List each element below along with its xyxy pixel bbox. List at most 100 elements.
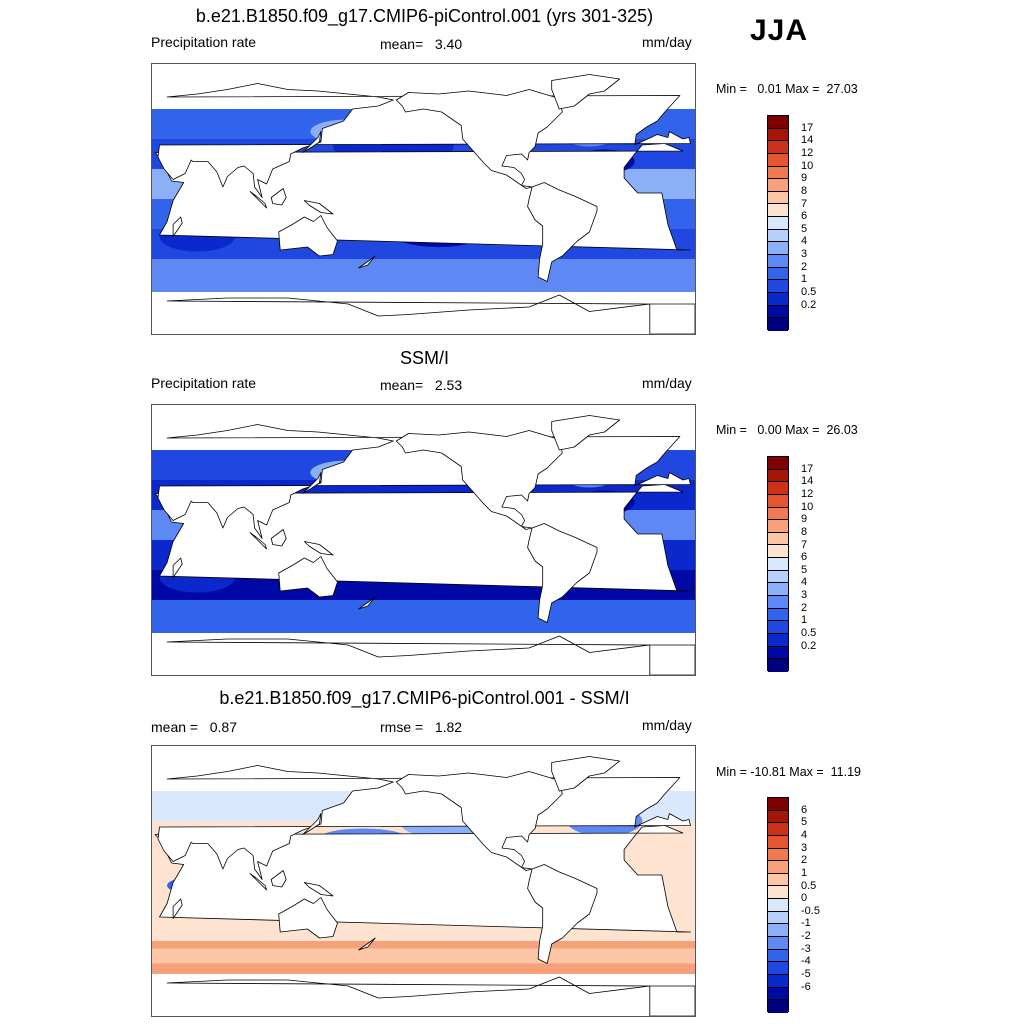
panel2-colorbar	[767, 456, 789, 672]
colorbar-tick-label: 6	[801, 551, 808, 564]
panel2-map	[151, 404, 696, 676]
colorbar-tick-label: 7	[801, 197, 808, 210]
colorbar-tick-label: 9	[801, 172, 808, 185]
continent-outline	[270, 870, 287, 888]
continent-outline	[551, 415, 620, 451]
colorbar-tick-label: 3	[801, 841, 808, 854]
colorbar-swatch	[768, 191, 788, 205]
colorbar-tick-label: -3	[801, 942, 811, 955]
colorbar-tick-label: -4	[801, 955, 811, 968]
field-feature	[152, 263, 695, 279]
colorbar-tick-label: 1	[801, 866, 808, 879]
colorbar-swatch	[768, 217, 788, 230]
colorbar-tick-label: 12	[801, 487, 814, 500]
colorbar-swatch	[768, 141, 788, 154]
continent-outline	[278, 215, 338, 257]
panel1-precip-field	[152, 74, 695, 334]
colorbar-swatch	[768, 482, 788, 495]
colorbar-tick-label: 0.5	[801, 627, 817, 640]
colorbar-tick-label: 6	[801, 210, 808, 223]
colorbar-tick-label: 10	[801, 159, 814, 172]
colorbar-tick-label: 17	[801, 121, 814, 134]
continent-outline	[551, 74, 620, 110]
panel1-mean: mean= 3.40	[380, 36, 463, 52]
continent-outline	[395, 771, 563, 871]
colorbar-swatch	[768, 659, 788, 672]
continent-outline	[303, 200, 334, 215]
colorbar-swatch	[768, 545, 788, 559]
continent-outline	[551, 756, 620, 792]
colorbar-swatch	[768, 621, 788, 634]
colorbar-tick-label: 5	[801, 222, 808, 235]
continent-outline	[166, 635, 695, 675]
colorbar-tick-label: 5	[801, 563, 808, 576]
colorbar-tick-label: 2	[801, 601, 808, 614]
colorbar-tick-label: -2	[801, 930, 811, 943]
continent-outline	[527, 864, 598, 964]
colorbar-swatch	[768, 457, 788, 470]
colorbar-swatch	[768, 242, 788, 256]
panel2-title: SSM/I	[399, 348, 449, 368]
continent-outline	[249, 532, 267, 550]
colorbar-swatch	[768, 937, 788, 950]
colorbar-tick-label: 3	[801, 589, 808, 602]
panel3-mean: mean = 0.87	[151, 719, 238, 735]
colorbar-tick-label: 17	[801, 462, 814, 475]
panel2-precip-field	[152, 415, 695, 675]
continent-outline	[527, 182, 598, 282]
colorbar-swatch	[768, 886, 788, 900]
colorbar-swatch	[768, 494, 788, 508]
colorbar-swatch	[768, 583, 788, 597]
field-feature	[152, 604, 695, 620]
colorbar-swatch	[768, 911, 788, 925]
colorbar-tick-label: 14	[801, 475, 814, 488]
colorbar-swatch	[768, 166, 788, 180]
colorbar-swatch	[768, 520, 788, 533]
panel2-units: mm/day	[642, 375, 692, 391]
panel3-min-max: Min = -10.81 Max = 11.19	[716, 765, 861, 779]
colorbar-swatch	[768, 633, 788, 647]
colorbar-swatch	[768, 810, 788, 824]
continent-outline	[395, 430, 563, 530]
colorbar-tick-label: -5	[801, 968, 811, 981]
continent-outline	[278, 897, 338, 939]
colorbar-tick-label: 8	[801, 525, 808, 538]
colorbar-swatch	[768, 596, 788, 609]
colorbar-tick-label: 0	[801, 892, 808, 905]
colorbar-tick-label: 4	[801, 576, 808, 589]
continent-outline	[166, 294, 695, 334]
panel3-units: mm/day	[642, 717, 692, 733]
colorbar-swatch	[768, 974, 788, 988]
continent-outline	[172, 216, 183, 237]
continent-outline	[358, 255, 376, 269]
colorbar-tick-label: -6	[801, 980, 811, 993]
colorbar-swatch	[768, 305, 788, 319]
colorbar-swatch	[768, 962, 788, 975]
continent-outline	[166, 976, 695, 1016]
colorbar-tick-label: 0.2	[801, 298, 817, 311]
colorbar-swatch	[768, 899, 788, 912]
colorbar-swatch	[768, 924, 788, 938]
colorbar-swatch	[768, 861, 788, 874]
panel1-left-label: Precipitation rate	[151, 34, 257, 50]
colorbar-swatch	[768, 835, 788, 849]
colorbar-tick-label: 0.2	[801, 639, 817, 652]
colorbar-tick-label: 14	[801, 134, 814, 147]
continent-outline	[358, 937, 376, 951]
continent-outline	[172, 557, 183, 578]
panel1-units: mm/day	[642, 34, 692, 50]
panel3-colorbar	[767, 797, 789, 1013]
continent-outline	[395, 89, 563, 189]
continent-outline	[303, 541, 334, 556]
continent-outline	[303, 882, 334, 897]
colorbar-tick-label: 10	[801, 500, 814, 513]
colorbar-swatch	[768, 646, 788, 660]
colorbar-tick-label: 4	[801, 828, 808, 841]
colorbar-swatch	[768, 255, 788, 268]
colorbar-swatch	[768, 153, 788, 167]
colorbar-swatch	[768, 116, 788, 129]
panel3-title: b.e21.B1850.f09_g17.CMIP6-piControl.001 …	[219, 688, 630, 708]
colorbar-swatch	[768, 873, 788, 887]
continent-outline	[358, 596, 376, 610]
colorbar-swatch	[768, 848, 788, 862]
